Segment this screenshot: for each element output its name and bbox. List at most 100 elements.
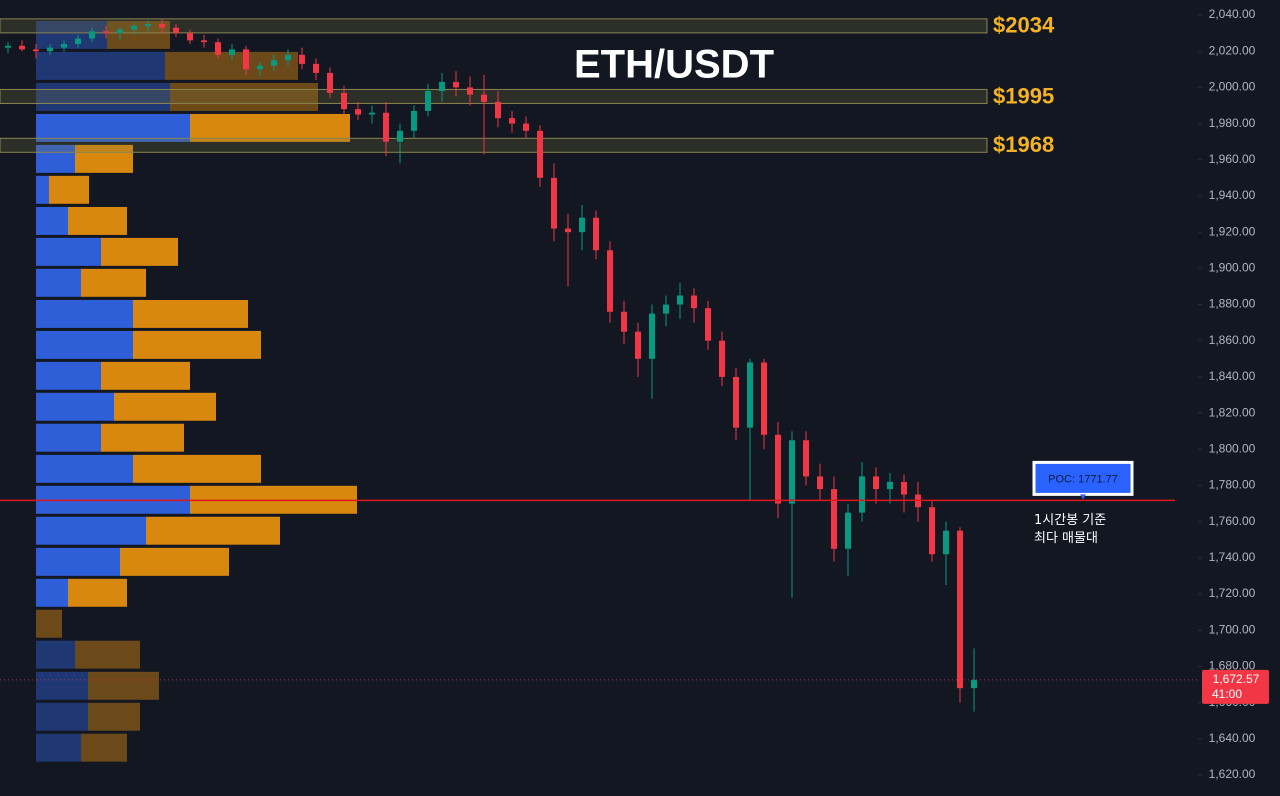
candle-body [425, 91, 431, 111]
candle-body [215, 42, 221, 55]
candle-body [873, 476, 879, 490]
profile-buy-bar [36, 330, 133, 359]
candle-body [285, 54, 291, 61]
poc-pointer [1080, 494, 1086, 500]
profile-sell-bar [133, 330, 261, 359]
level-zone [0, 88, 988, 104]
candle-body [845, 512, 851, 549]
candle-body [775, 434, 781, 504]
candle-body [383, 112, 389, 142]
candle-body [551, 177, 557, 229]
candle-body [509, 118, 515, 124]
y-tick-label: 1,640.00 [1209, 731, 1256, 745]
profile-sell-bar [101, 237, 178, 266]
candle-body [495, 101, 501, 119]
profile-sell-bar [101, 423, 184, 452]
profile-sell-bar [101, 361, 190, 390]
profile-buy-bar [36, 299, 133, 328]
profile-sell-bar [146, 516, 280, 545]
candle-body [341, 92, 347, 110]
candle-body [131, 25, 137, 30]
profile-buy-bar [36, 144, 75, 173]
y-tick-label: 1,840.00 [1209, 369, 1256, 383]
candle-body [579, 217, 585, 233]
profile-buy-bar [36, 671, 88, 700]
y-tick-label: 1,880.00 [1209, 297, 1256, 311]
candle-body [411, 110, 417, 131]
candle-body [943, 530, 949, 555]
y-tick-label: 1,940.00 [1209, 188, 1256, 202]
y-tick-label: 1,800.00 [1209, 441, 1256, 455]
candle-body [733, 376, 739, 428]
candle-body [47, 47, 53, 52]
profile-sell-bar [81, 733, 127, 762]
y-tick-label: 1,740.00 [1209, 550, 1256, 564]
profile-buy-bar [36, 206, 68, 235]
y-tick-label: 1,780.00 [1209, 478, 1256, 492]
y-tick-label: 1,960.00 [1209, 152, 1256, 166]
candle-body [971, 679, 977, 689]
profile-buy-bar [36, 516, 146, 545]
candle-body [537, 130, 543, 178]
candle-body [75, 38, 81, 44]
poc-box [1032, 460, 1134, 496]
y-tick-label: 2,040.00 [1209, 7, 1256, 21]
chart-title: ETH/USDT [574, 43, 774, 87]
candle-body [299, 54, 305, 64]
profile-buy-bar [36, 268, 81, 297]
candle-body [663, 304, 669, 314]
y-tick-label: 1,980.00 [1209, 116, 1256, 130]
level-zone [0, 137, 988, 153]
y-tick-label: 1,820.00 [1209, 405, 1256, 419]
candle-body [691, 295, 697, 309]
candle-body [831, 489, 837, 549]
candle-body [467, 87, 473, 95]
candle-body [761, 362, 767, 435]
level-label: $1995 [993, 83, 1054, 108]
candle-body [257, 65, 263, 70]
profile-buy-bar [36, 454, 133, 483]
y-tick-label: 1,860.00 [1209, 333, 1256, 347]
candle-body [33, 49, 39, 52]
candle-body [607, 250, 613, 312]
candle-body [747, 362, 753, 428]
profile-sell-bar [75, 640, 140, 669]
candle-body [397, 130, 403, 142]
candle-body [481, 94, 487, 102]
profile-sell-bar [190, 113, 350, 142]
level-zone [0, 18, 988, 34]
profile-buy-bar [36, 733, 81, 762]
profile-buy-bar [36, 20, 107, 49]
y-tick-label: 1,620.00 [1209, 767, 1256, 781]
candle-body [117, 29, 123, 34]
profile-sell-bar [49, 175, 89, 204]
candle-body [817, 476, 823, 490]
poc-note: 1시간봉 기준 [1034, 513, 1106, 528]
candle-body [635, 331, 641, 359]
y-tick-label: 1,720.00 [1209, 586, 1256, 600]
profile-sell-bar [88, 671, 159, 700]
profile-buy-bar [36, 392, 114, 421]
y-tick-label: 2,020.00 [1209, 43, 1256, 57]
candle-body [859, 476, 865, 513]
candle-body [929, 507, 935, 555]
profile-sell-bar [68, 206, 127, 235]
profile-buy-bar [36, 547, 120, 576]
candle-body [327, 72, 333, 93]
profile-buy-bar [36, 51, 165, 80]
profile-sell-bar [68, 578, 127, 607]
profile-sell-bar [170, 83, 318, 111]
candle-body [565, 228, 571, 233]
candle-body [355, 109, 361, 115]
candle-body [901, 481, 907, 495]
profile-sell-bar [36, 609, 62, 638]
profile-buy-bar [36, 113, 190, 142]
y-tick-label: 1,920.00 [1209, 224, 1256, 238]
profile-buy-bar [36, 175, 49, 204]
y-tick-label: 1,760.00 [1209, 514, 1256, 528]
candle-body [173, 27, 179, 34]
profile-sell-bar [120, 547, 229, 576]
profile-sell-bar [75, 144, 133, 173]
candle-body [89, 31, 95, 39]
